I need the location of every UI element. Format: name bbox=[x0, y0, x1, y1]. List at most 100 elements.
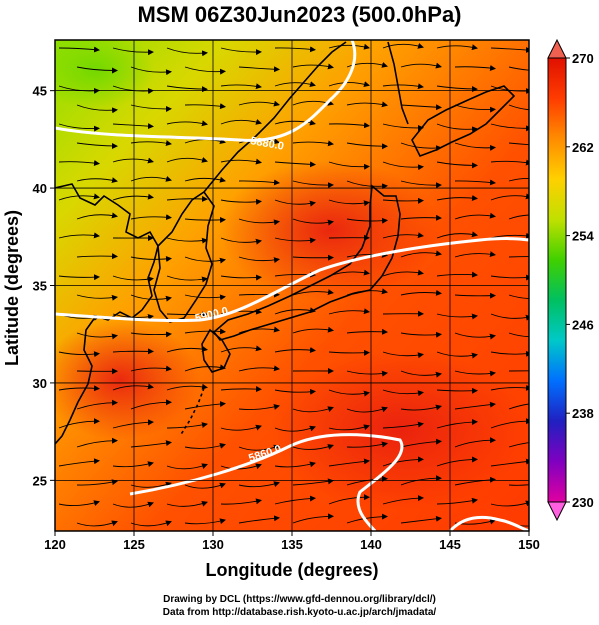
coastlines bbox=[55, 41, 516, 445]
streamline-arrow bbox=[490, 313, 529, 321]
streamline-arrow bbox=[220, 158, 262, 165]
y-tick-label: 30 bbox=[33, 376, 47, 391]
streamline-arrow bbox=[76, 104, 118, 114]
streamline-arrow bbox=[436, 418, 478, 429]
streamline-arrow bbox=[274, 119, 316, 126]
streamline-arrow bbox=[454, 476, 496, 486]
streamline-arrow bbox=[382, 421, 424, 429]
streamline-arrow bbox=[454, 401, 496, 410]
streamline-arrow bbox=[400, 515, 442, 524]
y-tick-label: 25 bbox=[33, 473, 47, 488]
streamline-arrow bbox=[508, 484, 529, 486]
coastline-russia-coast bbox=[203, 41, 347, 193]
streamline-arrow bbox=[112, 501, 154, 508]
streamline-arrow bbox=[490, 159, 529, 166]
colorbar-gradient bbox=[547, 57, 567, 503]
streamline-arrow bbox=[508, 66, 529, 71]
streamline-arrow bbox=[454, 332, 496, 340]
streamline-arrow bbox=[508, 177, 529, 182]
streamline-arrow bbox=[400, 331, 442, 338]
contour-line-north bbox=[55, 40, 357, 142]
streamline-arrow bbox=[346, 61, 388, 68]
coastline-ryukyu bbox=[179, 387, 205, 437]
coastline-korea-peninsula bbox=[153, 190, 215, 323]
streamline-arrow bbox=[328, 458, 370, 467]
streamline-arrow bbox=[382, 123, 424, 131]
streamline-arrow bbox=[328, 308, 370, 315]
streamline-arrow bbox=[400, 62, 442, 69]
x-tick-label: 145 bbox=[439, 537, 461, 552]
streamline-arrow bbox=[274, 495, 316, 505]
y-tick-label: 45 bbox=[33, 84, 47, 99]
streamline-arrow bbox=[76, 177, 118, 184]
streamline-arrow bbox=[112, 348, 154, 355]
streamline-arrow bbox=[220, 424, 262, 431]
streamline-arrow bbox=[166, 383, 208, 391]
streamline-arrow bbox=[382, 456, 424, 467]
streamline-arrow bbox=[436, 231, 478, 239]
streamline-arrow bbox=[508, 104, 529, 111]
y-tick-label: 40 bbox=[33, 181, 47, 196]
geopotential-contours bbox=[55, 40, 529, 531]
streamline-arrow bbox=[166, 275, 208, 283]
streamline-arrow bbox=[112, 47, 154, 56]
streamline-arrow bbox=[490, 350, 529, 357]
streamline-arrow bbox=[400, 438, 442, 448]
streamline-arrow bbox=[508, 214, 529, 220]
x-tick-label: 125 bbox=[123, 537, 145, 552]
colorbar-tick-label: 262 bbox=[572, 140, 594, 155]
streamline-arrow bbox=[184, 518, 226, 525]
streamline-arrow bbox=[58, 418, 100, 429]
streamline-arrow bbox=[328, 122, 370, 129]
streamline-arrow bbox=[238, 66, 280, 73]
streamline-arrow bbox=[436, 271, 478, 278]
y-axis-ticks: 25 30 35 40 45 bbox=[33, 84, 55, 488]
streamline-arrow bbox=[184, 328, 226, 335]
x-axis-ticks: 120 125 130 135 140 145 150 bbox=[44, 531, 540, 552]
streamline-arrow bbox=[490, 500, 529, 507]
streamline-arrow bbox=[382, 389, 424, 397]
streamline-arrow bbox=[76, 332, 118, 340]
streamline-arrow bbox=[382, 269, 424, 277]
streamline-arrow bbox=[112, 419, 154, 429]
x-tick-label: 140 bbox=[360, 537, 382, 552]
streamline-arrow bbox=[490, 193, 529, 201]
colorbar: 230 238 246 254 262 270 bbox=[547, 38, 594, 522]
streamline-arrow bbox=[184, 294, 226, 301]
streamline-arrow bbox=[238, 481, 280, 488]
streamline-arrow bbox=[274, 425, 316, 432]
streamline-arrow bbox=[454, 370, 496, 377]
streamline-arrow bbox=[292, 99, 334, 106]
streamline-arrow bbox=[76, 437, 118, 448]
streamline-arrow bbox=[292, 63, 334, 70]
streamline-arrow bbox=[76, 253, 118, 260]
streamline-arrow bbox=[184, 216, 226, 223]
contour-line-south bbox=[129, 433, 404, 531]
streamline-arrow bbox=[184, 482, 226, 489]
streamline-arrow bbox=[166, 463, 208, 470]
coastline-china-korea bbox=[55, 183, 159, 445]
streamline-arrow bbox=[508, 294, 529, 299]
streamline-arrow bbox=[274, 237, 316, 244]
streamline-arrow bbox=[436, 313, 478, 320]
streamline-arrow bbox=[292, 254, 334, 261]
coastline-sakhalin bbox=[387, 41, 409, 125]
streamline-arrow bbox=[328, 494, 370, 505]
streamline-arrow bbox=[220, 83, 262, 90]
streamline-arrow bbox=[328, 199, 370, 207]
streamline-arrow bbox=[400, 104, 442, 111]
streamline-arrow bbox=[220, 345, 262, 353]
streamline-arrow bbox=[166, 237, 208, 244]
streamline-arrow bbox=[292, 326, 334, 334]
streamline-arrow bbox=[490, 46, 529, 53]
streamline-arrow bbox=[184, 443, 226, 449]
streamline-arrow bbox=[184, 103, 226, 110]
streamline-arrow bbox=[184, 401, 226, 410]
streamline-arrow bbox=[274, 388, 316, 395]
streamline-arrow bbox=[220, 274, 262, 281]
x-tick-label: 150 bbox=[518, 537, 540, 552]
streamline-arrow bbox=[220, 386, 262, 393]
streamline-arrow bbox=[382, 351, 424, 359]
streamline-arrow bbox=[184, 364, 226, 372]
